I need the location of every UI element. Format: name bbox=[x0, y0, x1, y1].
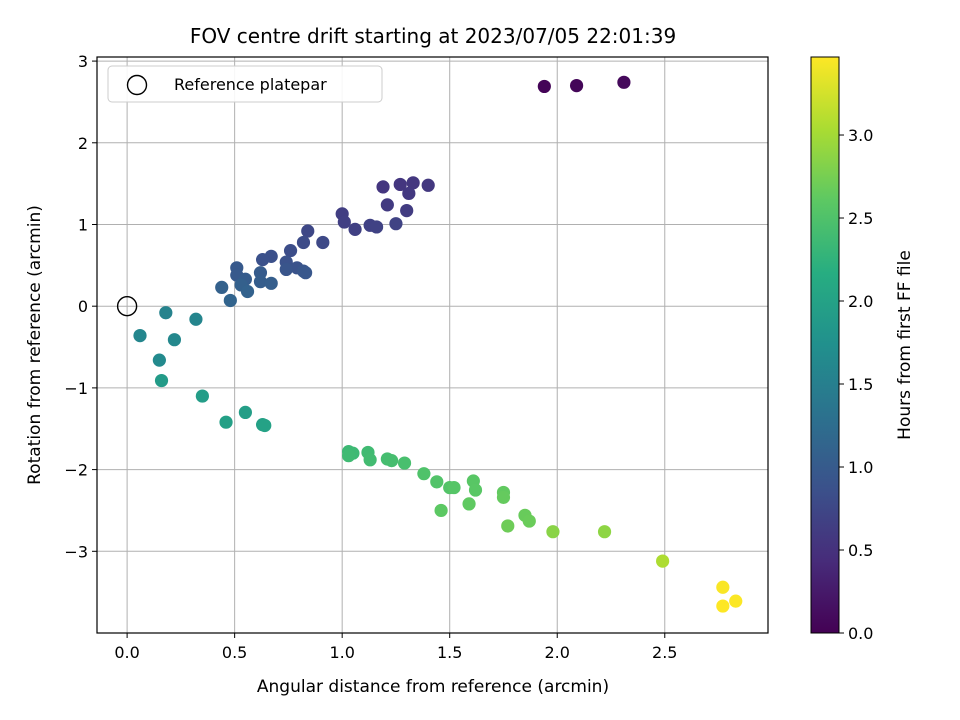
data-point-0 bbox=[537, 79, 551, 94]
data-point-74 bbox=[716, 599, 730, 613]
colorbar-gradient bbox=[810, 56, 840, 634]
data-point-56 bbox=[417, 467, 431, 481]
data-point-55 bbox=[397, 456, 412, 470]
data-point-7 bbox=[402, 186, 416, 201]
colorbar-ticks: 0.0 0.5 1.0 1.5 2.0 2.5 3.0 bbox=[839, 126, 873, 643]
data-point-45 bbox=[219, 415, 233, 429]
colorbar-tick-label: 1.0 bbox=[848, 458, 873, 477]
data-point-68 bbox=[501, 519, 515, 533]
data-point-12 bbox=[348, 222, 362, 236]
x-axis-label: Angular distance from reference (arcmin) bbox=[257, 677, 609, 697]
data-point-5 bbox=[406, 176, 420, 190]
y-tick-label: −2 bbox=[64, 461, 88, 480]
data-point-70 bbox=[597, 525, 612, 539]
x-tick-label: 2.0 bbox=[545, 643, 570, 662]
data-point-18 bbox=[296, 235, 311, 250]
data-points bbox=[133, 75, 743, 613]
data-point-44 bbox=[238, 405, 252, 420]
legend: Reference platepar bbox=[107, 65, 383, 103]
y-tick-label: 2 bbox=[78, 134, 88, 153]
plot-background bbox=[97, 57, 768, 633]
legend-box bbox=[107, 65, 383, 103]
data-point-39 bbox=[133, 329, 147, 343]
data-point-40 bbox=[167, 333, 182, 347]
plot-area bbox=[96, 56, 769, 634]
colorbar-tick-label: 0.5 bbox=[848, 541, 873, 560]
x-tick-label: 1.5 bbox=[437, 643, 462, 662]
data-point-6 bbox=[421, 178, 435, 192]
data-point-43 bbox=[195, 389, 209, 403]
data-point-63 bbox=[462, 497, 476, 511]
y-axis-label: Rotation from reference (arcmin) bbox=[25, 205, 45, 485]
data-point-50 bbox=[342, 449, 356, 463]
data-point-54 bbox=[385, 454, 399, 468]
data-point-15 bbox=[389, 217, 403, 231]
colorbar-tick-label: 0.0 bbox=[848, 624, 873, 643]
x-tick-label: 0.0 bbox=[114, 643, 139, 662]
colorbar: 0.0 0.5 1.0 1.5 2.0 2.5 3.0 Hours from first F… bbox=[810, 56, 915, 643]
data-point-42 bbox=[154, 373, 169, 388]
data-point-8 bbox=[380, 198, 394, 212]
data-point-31 bbox=[253, 275, 268, 289]
y-tick-label: 0 bbox=[78, 297, 88, 316]
y-tick-label: 3 bbox=[78, 52, 88, 71]
data-point-36 bbox=[223, 293, 237, 308]
data-point-37 bbox=[159, 306, 173, 320]
legend-marker-reference bbox=[126, 74, 148, 96]
data-point-72 bbox=[716, 580, 730, 594]
data-point-41 bbox=[152, 353, 166, 367]
plot-frame bbox=[96, 56, 769, 634]
x-tick-label: 1.0 bbox=[329, 643, 354, 662]
y-tick-label: −1 bbox=[64, 379, 88, 398]
x-tick-label: 2.5 bbox=[652, 643, 677, 662]
data-point-47 bbox=[258, 418, 272, 433]
colorbar-tick-label: 1.5 bbox=[848, 375, 873, 394]
colorbar-tick-label: 3.0 bbox=[848, 126, 873, 145]
x-axis-ticks: 0.0 0.5 1.0 1.5 2.0 2.5 bbox=[114, 633, 677, 662]
data-point-21 bbox=[255, 253, 270, 267]
chart-title: FOV centre drift starting at 2023/07/05 … bbox=[190, 24, 676, 48]
data-point-11 bbox=[337, 215, 351, 229]
data-point-3 bbox=[376, 180, 390, 194]
y-axis-ticks: 3 2 1 0 −1 −2 −3 bbox=[64, 52, 97, 561]
data-point-65 bbox=[496, 490, 511, 504]
data-point-38 bbox=[189, 312, 203, 326]
x-tick-label: 0.5 bbox=[222, 643, 247, 662]
data-point-24 bbox=[279, 262, 293, 277]
data-point-61 bbox=[468, 483, 483, 497]
data-point-34 bbox=[215, 280, 229, 294]
data-point-2 bbox=[617, 75, 631, 89]
y-tick-label: −3 bbox=[64, 542, 88, 561]
y-tick-label: 1 bbox=[78, 215, 88, 234]
data-point-4 bbox=[393, 177, 407, 192]
data-point-14 bbox=[369, 220, 384, 234]
data-point-17 bbox=[316, 235, 330, 250]
data-point-67 bbox=[522, 514, 536, 528]
data-point-52 bbox=[363, 453, 377, 467]
reference-platepar-marker bbox=[116, 295, 138, 317]
colorbar-tick-label: 2.5 bbox=[848, 209, 873, 228]
grid-lines bbox=[97, 57, 768, 633]
data-point-26 bbox=[299, 266, 313, 280]
colorbar-tick-label: 2.0 bbox=[848, 292, 873, 311]
colorbar-label: Hours from first FF file bbox=[895, 250, 915, 440]
data-point-19 bbox=[283, 244, 298, 258]
data-point-32 bbox=[264, 276, 278, 290]
data-point-71 bbox=[656, 554, 670, 568]
data-point-57 bbox=[430, 475, 444, 489]
data-point-59 bbox=[447, 480, 461, 495]
data-point-9 bbox=[400, 204, 414, 218]
data-point-62 bbox=[434, 503, 448, 518]
data-point-73 bbox=[729, 594, 743, 608]
data-point-69 bbox=[546, 525, 560, 539]
data-point-35 bbox=[240, 284, 255, 299]
legend-entry-reference: Reference platepar bbox=[174, 75, 327, 94]
data-point-1 bbox=[569, 78, 584, 93]
data-point-16 bbox=[301, 224, 315, 238]
reference-point-group bbox=[116, 295, 138, 317]
